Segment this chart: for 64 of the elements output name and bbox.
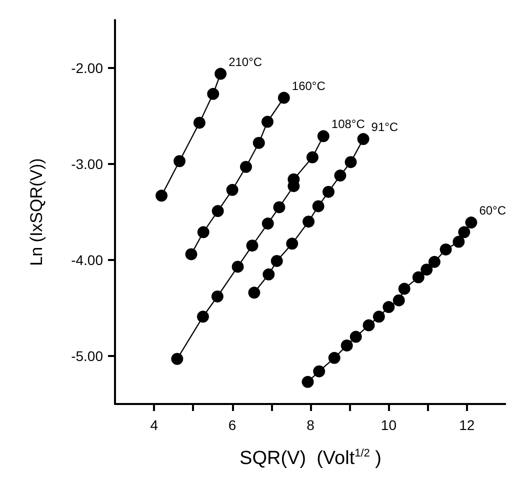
point — [262, 218, 274, 230]
point — [171, 352, 184, 365]
point — [312, 200, 324, 212]
point — [262, 268, 275, 280]
point — [273, 201, 286, 214]
point — [212, 205, 224, 218]
y-tick-label: -5.00 — [71, 348, 104, 364]
point — [196, 310, 209, 323]
point — [278, 92, 290, 104]
x-tick-label: 4 — [150, 417, 158, 433]
y-tick-label: -2.00 — [71, 60, 104, 76]
point — [252, 136, 265, 149]
point — [357, 133, 370, 146]
point — [428, 256, 440, 268]
point — [286, 238, 298, 250]
y-tick-label: -4.00 — [71, 252, 104, 268]
point — [174, 155, 186, 168]
point — [465, 216, 478, 229]
point — [226, 184, 238, 196]
series-label: 108°C — [331, 117, 366, 132]
series-label: 91°C — [371, 120, 398, 134]
series-label: 60°C — [479, 204, 506, 218]
point — [317, 130, 330, 142]
point — [214, 68, 227, 80]
point — [398, 282, 410, 295]
point — [248, 286, 260, 299]
point — [302, 216, 315, 228]
y-axis-title: Ln (IxSQR(V)) — [27, 158, 46, 266]
point — [328, 352, 340, 364]
point — [262, 116, 274, 128]
point — [246, 240, 258, 252]
point — [322, 186, 334, 198]
x-tick-label: 10 — [380, 417, 397, 433]
point — [156, 190, 168, 202]
point — [211, 290, 224, 302]
point — [302, 376, 314, 388]
point — [372, 310, 385, 323]
point — [313, 365, 326, 378]
point — [207, 88, 220, 100]
point — [452, 236, 465, 248]
point — [440, 243, 452, 256]
point — [392, 294, 405, 306]
series-label: 160°C — [292, 78, 326, 93]
point — [412, 271, 424, 284]
point — [344, 156, 357, 168]
point — [197, 226, 210, 238]
point — [193, 116, 206, 129]
point — [350, 330, 362, 343]
point — [382, 301, 395, 314]
point — [185, 248, 198, 260]
point — [232, 260, 244, 273]
point — [270, 254, 283, 267]
point — [306, 151, 318, 164]
point — [334, 170, 346, 182]
x-tick-label: 12 — [459, 417, 475, 433]
point — [458, 226, 470, 238]
x-tick-label: 8 — [306, 417, 315, 433]
point — [420, 264, 433, 276]
point — [362, 319, 375, 332]
series-label: 210°C — [228, 54, 262, 69]
point — [240, 160, 252, 173]
x-tick-label: 6 — [228, 417, 236, 433]
point — [340, 339, 353, 352]
y-tick-label: -3.00 — [71, 156, 104, 172]
